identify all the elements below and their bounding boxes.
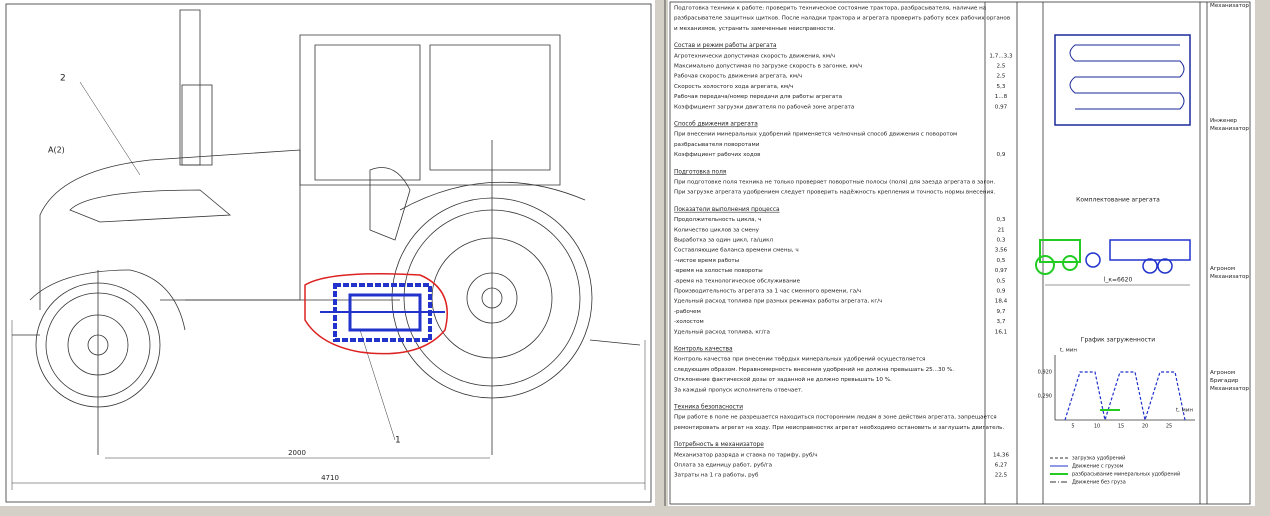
- role-label: Агроном Бригадир Механизатор: [1210, 370, 1249, 392]
- doc-line: ремонтировать агрегат на ходу. При неисп…: [674, 425, 1004, 431]
- section-heading: Способ движения агрегата: [674, 122, 758, 128]
- x-tick-label: 10: [1094, 424, 1100, 430]
- doc-line: -рабочем: [674, 309, 701, 315]
- doc-line: Агротехнически допустимая скорость движе…: [674, 53, 835, 59]
- doc-value: 0,5: [997, 258, 1006, 264]
- transport-scheme: [1035, 239, 1191, 286]
- part-label: 1: [395, 436, 401, 446]
- doc-value: 0,9: [997, 152, 1006, 158]
- doc-value: 2,5: [997, 64, 1006, 70]
- doc-line: При загрузке агрегата удобрением следует…: [674, 190, 995, 196]
- doc-line: и механизмов, устранить замеченные неисп…: [674, 26, 835, 32]
- axis-label: t, мин: [1060, 348, 1077, 354]
- dimension: l_к=6620: [1104, 277, 1133, 284]
- doc-value: 0,3: [997, 217, 1006, 223]
- dimension: 2000: [288, 449, 306, 457]
- doc-line: разбрасывателе защитных щитков. После на…: [674, 16, 1010, 22]
- doc-line: -чистое время работы: [674, 258, 739, 264]
- section-heading: Потребность в механизаторе: [674, 442, 764, 448]
- role-label: Инженер Механизатор: [1210, 118, 1249, 132]
- x-tick-label: 25: [1166, 424, 1172, 430]
- doc-line: Производительность агрегата за 1 час сме…: [674, 289, 861, 295]
- doc-value: 21: [997, 227, 1005, 233]
- dimension: 4710: [321, 474, 339, 482]
- doc-line: При работе в поле не разрешается находит…: [674, 414, 997, 421]
- doc-line: Отклонение фактической дозы от заданной …: [674, 376, 892, 383]
- field-scheme: [1054, 34, 1191, 126]
- gearbox-highlight: [304, 273, 448, 355]
- legend-label: загрузка удобрений: [1072, 455, 1125, 462]
- doc-value: 6,27: [995, 463, 1008, 469]
- doc-value: 0,3: [997, 238, 1006, 244]
- doc-value: 14,36: [993, 452, 1009, 458]
- doc-value: 9,7: [997, 309, 1006, 315]
- doc-value: 0,97: [995, 268, 1008, 274]
- doc-line: -время на технологическое обслуживание: [674, 278, 801, 284]
- doc-value: 3,56: [995, 248, 1008, 254]
- doc-value: 5,3: [997, 84, 1006, 90]
- section-heading: Состав и режим работы агрегата: [674, 43, 777, 49]
- doc-line: Максимально допустимая по загрузке скоро…: [674, 64, 862, 70]
- section-heading: Контроль качества: [674, 347, 733, 353]
- doc-line: За каждый пропуск исполнитель отвечает.: [674, 386, 803, 393]
- doc-value: 0,97: [995, 104, 1008, 110]
- scheme-title: Комплектование агрегата: [1076, 197, 1160, 204]
- doc-line: следующим образом. Неравномерность внесе…: [674, 366, 954, 373]
- doc-line: Контроль качества при внесении твёрдых м…: [674, 356, 925, 363]
- doc-line: Составляющие баланса времени смены, ч: [674, 248, 799, 254]
- doc-value: 0,5: [997, 278, 1006, 284]
- doc-value: 22,5: [995, 473, 1008, 479]
- load-graph: [1050, 355, 1195, 483]
- section-heading: Показатели выполнения процесса: [674, 207, 780, 213]
- legend-label: Движение без груза: [1072, 480, 1126, 486]
- y-tick-label: 0,920: [1038, 370, 1052, 376]
- doc-line: -время на холостые повороты: [674, 268, 763, 274]
- section-heading: Подготовка поля: [674, 169, 726, 175]
- doc-line: Подготовка техники к работе: проверить т…: [674, 6, 986, 12]
- part-label: 2: [60, 74, 66, 84]
- doc-line: Оплата за единицу работ, руб/га: [674, 463, 772, 469]
- doc-line: Продолжительность цикла, ч: [674, 217, 761, 223]
- section-heading: Техника безопасности: [673, 405, 743, 411]
- doc-line: При подготовке поля техника не только пр…: [674, 180, 996, 186]
- doc-value: 1,7...3,3: [989, 53, 1013, 59]
- y-tick-label: 0,290: [1038, 394, 1052, 400]
- doc-value: 3,7: [997, 319, 1006, 325]
- role-label: Механизатор: [1210, 3, 1249, 9]
- drawing-frame: [5, 0, 1251, 506]
- doc-line: -холостом: [674, 319, 704, 325]
- document-sheet: [668, 0, 1255, 506]
- x-tick-label: 5: [1071, 424, 1074, 430]
- doc-line: Количество циклов за смену: [674, 227, 760, 233]
- axis-label: t, мин: [1176, 408, 1193, 414]
- drawing-sheet: [0, 0, 655, 506]
- doc-line: Скорость холостого хода агрегата, км/ч: [674, 84, 793, 90]
- doc-line: Рабочая передача/номер передачи для рабо…: [674, 94, 842, 100]
- view-label: А(2): [48, 146, 65, 155]
- doc-line: Удельный расход топлива, кг/га: [674, 328, 770, 335]
- doc-value: 1...8: [995, 94, 1008, 100]
- doc-line: Коэффициент рабочих ходов: [674, 152, 760, 158]
- legend-label: разбрасывание минеральных удобрений: [1072, 471, 1180, 478]
- role-label: Агроном Механизатор: [1210, 266, 1249, 280]
- doc-line: разбрасывателя поворотами: [674, 142, 760, 148]
- doc-line: Рабочая скорость движения агрегата, км/ч: [674, 74, 802, 80]
- x-tick-label: 20: [1142, 424, 1148, 430]
- doc-value: 2,5: [997, 74, 1006, 80]
- legend-label: Движение с грузом: [1072, 464, 1124, 470]
- doc-line: Затраты на 1 га работы, руб: [674, 473, 759, 479]
- doc-line: При внесении минеральных удобрений приме…: [674, 131, 957, 138]
- x-tick-label: 15: [1118, 424, 1124, 430]
- doc-value: 0,9: [997, 289, 1006, 295]
- doc-value: 16,1: [995, 329, 1008, 335]
- doc-line: Выработка за один цикл, га/цикл: [674, 238, 774, 244]
- doc-line: Удельный расход топлива при разных режим…: [674, 298, 882, 305]
- graph-title: График загруженности: [1081, 337, 1155, 344]
- doc-line: Механизатор разряда и ставка по тарифу, …: [674, 452, 818, 458]
- doc-line: Коэффициент загрузки двигателя по рабоче…: [674, 103, 854, 110]
- doc-value: 18,4: [995, 299, 1008, 305]
